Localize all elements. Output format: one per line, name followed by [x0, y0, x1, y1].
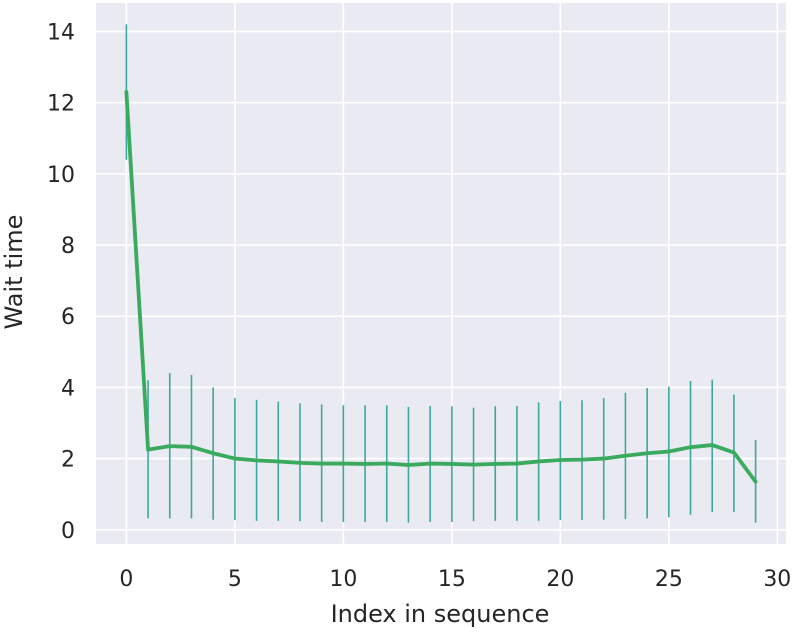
x-axis-label: Index in sequence [331, 600, 550, 628]
x-tick-label-3: 15 [438, 567, 466, 592]
grid-lines [96, 3, 786, 544]
series-line-0 [124, 90, 758, 484]
y-tick-label-7: 14 [47, 20, 75, 45]
y-tick-label-3: 6 [61, 305, 75, 330]
y-tick-label-4: 8 [61, 234, 75, 259]
x-tick-labels: 0 5 10 15 20 25 30 [119, 567, 791, 592]
x-tick-label-6: 30 [763, 567, 791, 592]
x-tick-label-1: 5 [228, 567, 242, 592]
series-lines [124, 90, 758, 484]
x-tick-label-4: 20 [546, 567, 574, 592]
y-tick-label-5: 10 [47, 163, 75, 188]
y-axis-label: Wait time [0, 215, 28, 330]
x-tick-label-0: 0 [119, 567, 133, 592]
y-tick-label-1: 2 [61, 448, 75, 473]
y-tick-labels: 0 2 4 6 8 10 12 14 [47, 20, 75, 543]
y-tick-label-2: 4 [61, 376, 75, 401]
x-tick-label-2: 10 [329, 567, 357, 592]
y-tick-label-6: 12 [47, 92, 75, 117]
x-tick-label-5: 25 [655, 567, 683, 592]
y-tick-label-0: 0 [61, 519, 75, 544]
